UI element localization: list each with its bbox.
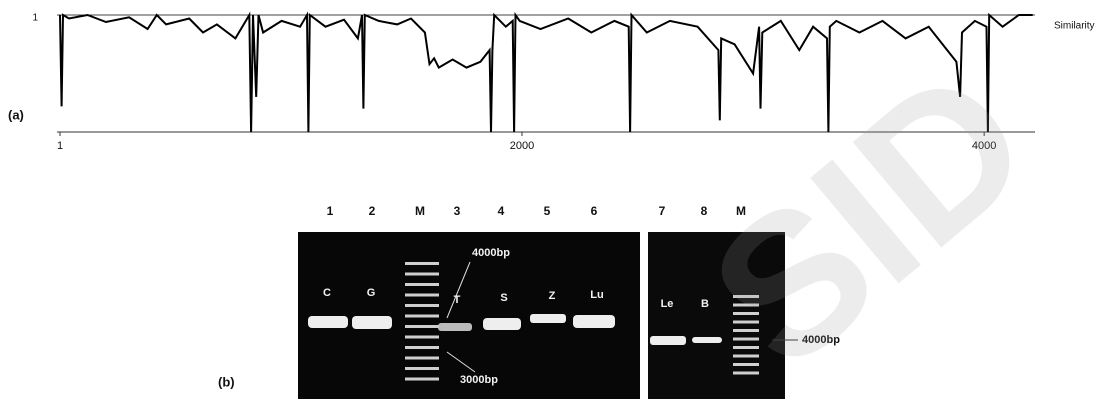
ladder-band bbox=[733, 355, 759, 358]
x-tick-label: 2000 bbox=[510, 140, 534, 152]
ladder-band bbox=[405, 367, 439, 370]
panel-label: (b) bbox=[218, 374, 235, 389]
band-label: Z bbox=[549, 290, 556, 302]
x-tick-label: 1 bbox=[57, 140, 63, 152]
band-label: S bbox=[500, 292, 507, 304]
page: {"chart_data": {"type": "line", "panel_l… bbox=[0, 0, 1108, 399]
lane-number: 1 bbox=[327, 204, 334, 218]
y-tick-label: 1 bbox=[32, 13, 38, 24]
lane-number: 2 bbox=[369, 204, 376, 218]
annotation: 3000bp bbox=[460, 374, 498, 386]
ladder-band bbox=[405, 262, 439, 265]
band-label: T bbox=[454, 294, 461, 306]
lane-number: 4 bbox=[498, 204, 505, 218]
figure: (a) Similarity 1200040001 4000bp 3000bp … bbox=[0, 0, 1108, 399]
ladder-band bbox=[405, 336, 439, 339]
y-axis-label: Similarity bbox=[1054, 21, 1095, 32]
band bbox=[438, 323, 472, 331]
ladder-band bbox=[405, 283, 439, 286]
ladder-band bbox=[733, 363, 759, 366]
band-label: C bbox=[323, 287, 331, 299]
lane-number: 3 bbox=[454, 204, 461, 218]
band bbox=[352, 316, 392, 329]
lane-number: 5 bbox=[544, 204, 551, 218]
band-label: Lu bbox=[590, 289, 603, 301]
annotation: 4000bp bbox=[472, 247, 510, 259]
ladder-band bbox=[405, 273, 439, 276]
band bbox=[483, 318, 521, 330]
ladder-band bbox=[405, 294, 439, 297]
lane-number: 6 bbox=[591, 204, 598, 218]
band bbox=[692, 337, 722, 343]
band-label: G bbox=[367, 287, 376, 299]
ladder-band bbox=[405, 304, 439, 307]
lane-number: M bbox=[736, 204, 746, 218]
band-label: B bbox=[701, 298, 709, 310]
ladder-band bbox=[405, 346, 439, 349]
panel-label: (a) bbox=[8, 107, 24, 122]
band bbox=[308, 316, 348, 328]
ladder-band bbox=[405, 378, 439, 381]
ladder-band bbox=[405, 315, 439, 318]
ladder-band bbox=[733, 346, 759, 349]
ladder-band bbox=[733, 372, 759, 375]
band bbox=[573, 315, 615, 328]
band bbox=[530, 314, 566, 323]
ladder-band bbox=[405, 357, 439, 360]
lane-number: M bbox=[415, 204, 425, 218]
band-label: Le bbox=[661, 298, 674, 310]
ladder-band bbox=[405, 325, 439, 328]
lane-number: 7 bbox=[659, 204, 666, 218]
band bbox=[650, 336, 686, 345]
lane-number: 8 bbox=[701, 204, 708, 218]
